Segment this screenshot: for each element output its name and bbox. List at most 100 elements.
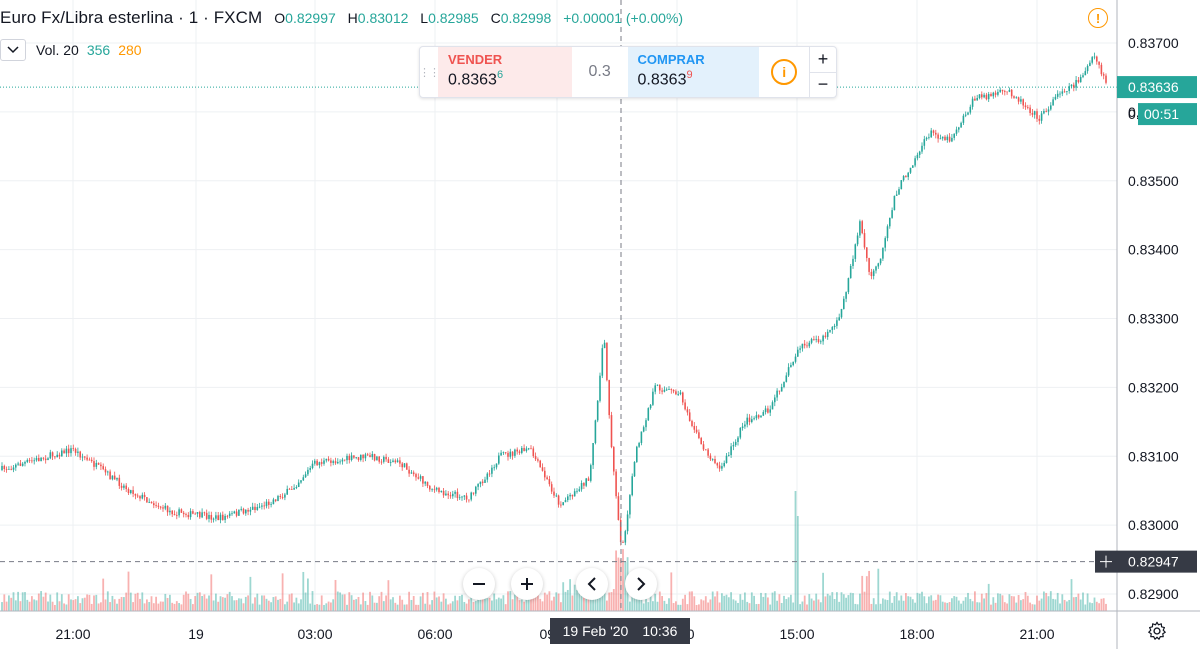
volume-bar [603,585,606,611]
countdown-badge [1138,103,1197,126]
candle-body [744,424,746,427]
volume-bar [546,594,548,611]
volume-bar [1003,602,1006,611]
candle-body [461,496,463,498]
candle-body [815,338,817,340]
candle-body [100,464,102,467]
candle-body [838,317,840,321]
candle-body [1075,79,1077,88]
scroll-right-button[interactable] [625,568,657,600]
drag-handle-icon[interactable]: ⋮⋮ [419,66,440,79]
candle-body [300,480,302,483]
candle-body [1010,89,1013,97]
candle-body [1008,89,1011,92]
candle-body [429,485,431,490]
volume-bar [405,604,408,611]
candle-body [1029,107,1031,114]
candle-body [787,367,790,376]
candle-body [1017,97,1020,102]
chevron-down-icon[interactable] [0,39,26,61]
candle-body [872,270,875,277]
candle-body [741,426,744,428]
warning-icon[interactable]: ! [1088,8,1108,28]
volume-bar [900,595,903,611]
candle-body [491,467,493,474]
candle-body [247,509,249,512]
decrease-button[interactable]: − [817,74,829,95]
candle-body [693,426,696,430]
candle-body [475,486,477,494]
candle-body [599,375,601,401]
candle-body [376,456,378,461]
volume-bar [258,604,261,611]
candle-body [918,151,921,155]
price-axis[interactable]: 0.837000.836000.835000.834000.833000.832… [1095,0,1197,649]
scroll-left-button[interactable] [576,568,608,600]
volume-bar [1100,598,1103,611]
candle-body [1040,113,1043,121]
last-price-text: 0.83636 [1128,79,1179,95]
candle-body [624,531,627,543]
candle-body [445,493,447,496]
candle-body [242,508,245,514]
candle-body [843,298,845,309]
candle-body [829,329,831,332]
candle-body [58,454,61,457]
volume-bar [226,594,229,611]
candle-body [803,343,806,346]
volume-bar [527,598,530,611]
candle-body [1086,65,1089,72]
candle-body [353,455,355,458]
volume-bar [790,594,792,611]
volume-bar [318,604,321,611]
volume-bar [764,593,767,611]
candle-body [307,469,309,475]
candle-body [134,493,137,496]
volume-bars [1,491,1107,611]
volume-bar [309,603,312,611]
info-button[interactable]: i [759,47,809,97]
candle-body [38,457,40,462]
candle-body [576,490,578,492]
buy-button[interactable]: COMPRAR 0.83639 [627,47,760,97]
volume-bar [854,603,857,611]
candle-body [458,497,461,499]
candle-body [774,397,776,403]
volume-bar [826,593,829,611]
volume-bar [688,591,691,611]
candle-body [343,459,346,461]
volume-bar [514,594,516,611]
volume-bar [511,599,514,611]
volume-bar [44,592,47,611]
candle-body [261,505,263,507]
volume-bar [1036,595,1038,611]
zoom-out-button[interactable] [463,568,495,600]
candle-body [1091,57,1093,63]
candle-body [415,474,417,478]
volume-down-value: 280 [118,42,142,58]
volume-bar [1084,604,1087,611]
volume-bar [392,597,394,611]
volume-bar [58,601,61,611]
candle-body [488,473,491,475]
high-key: H [347,10,358,26]
sell-button[interactable]: VENDER 0.83636 [438,47,572,97]
volume-bar [1098,603,1100,611]
volume-bar [518,600,521,611]
candle-body [371,454,374,458]
candle-body [139,496,141,499]
candle-body [164,505,167,509]
volume-bar [189,598,192,611]
volume-bar [159,601,162,611]
candle-body [1096,56,1098,62]
volume-bar [718,602,721,611]
increase-button[interactable]: + [810,47,836,73]
candle-body [564,500,567,503]
candle-body [486,473,489,480]
gear-icon[interactable] [1146,620,1168,642]
candle-body [238,509,240,516]
candle-body [507,452,509,457]
zoom-in-button[interactable] [511,568,543,600]
candle-body [877,263,880,267]
